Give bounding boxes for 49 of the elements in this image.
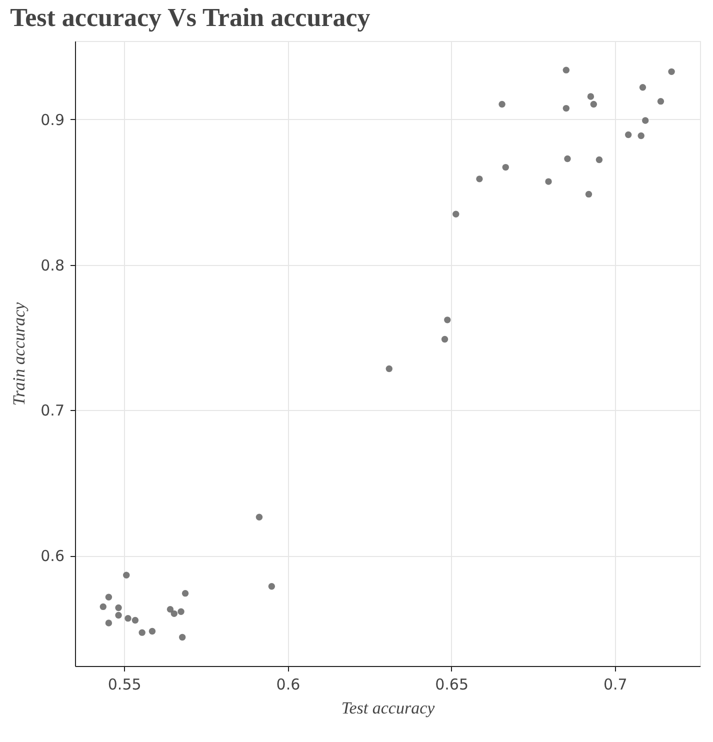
point: [587, 93, 594, 100]
point: [178, 634, 186, 641]
chart-title: Test accuracy Vs Train accuracy: [10, 3, 370, 32]
point: [105, 594, 112, 600]
point: [657, 98, 664, 105]
point: [178, 608, 184, 615]
point: [562, 104, 570, 112]
x-tick-label: 0.55: [108, 676, 142, 694]
point: [256, 514, 263, 521]
y-tick-label: 0.8: [40, 256, 64, 274]
point: [138, 629, 146, 636]
point: [638, 132, 644, 140]
point: [123, 572, 130, 579]
point: [115, 604, 122, 612]
point: [564, 155, 571, 162]
point: [441, 336, 448, 343]
y-tick-label: 0.7: [40, 402, 64, 420]
point: [642, 117, 649, 124]
point: [386, 365, 392, 372]
point: [590, 100, 598, 108]
point: [182, 590, 189, 597]
y-tick-label: 0.6: [40, 547, 64, 566]
point: [105, 620, 112, 626]
x-axis-title: Test accuracy: [341, 698, 436, 718]
point: [585, 190, 592, 198]
point: [502, 164, 509, 171]
point: [668, 68, 675, 76]
point: [115, 612, 122, 619]
y-tick-label: 0.9: [40, 110, 64, 129]
point: [562, 66, 570, 74]
x-tick-label: 0.6: [276, 676, 300, 694]
point: [476, 176, 483, 182]
point: [498, 100, 506, 108]
point: [639, 84, 646, 91]
y-axis-title: Train accuracy: [10, 302, 29, 406]
point: [268, 583, 276, 590]
point: [452, 210, 460, 218]
point: [148, 628, 156, 635]
x-tick-label: 0.7: [603, 676, 628, 694]
point: [124, 614, 132, 622]
point: [170, 610, 178, 618]
point: [624, 131, 632, 138]
point: [545, 178, 552, 185]
point: [166, 606, 174, 613]
point: [596, 156, 603, 164]
point: [100, 603, 106, 610]
point: [132, 616, 139, 624]
point: [444, 316, 451, 324]
x-tick-label: 0.65: [435, 676, 469, 694]
